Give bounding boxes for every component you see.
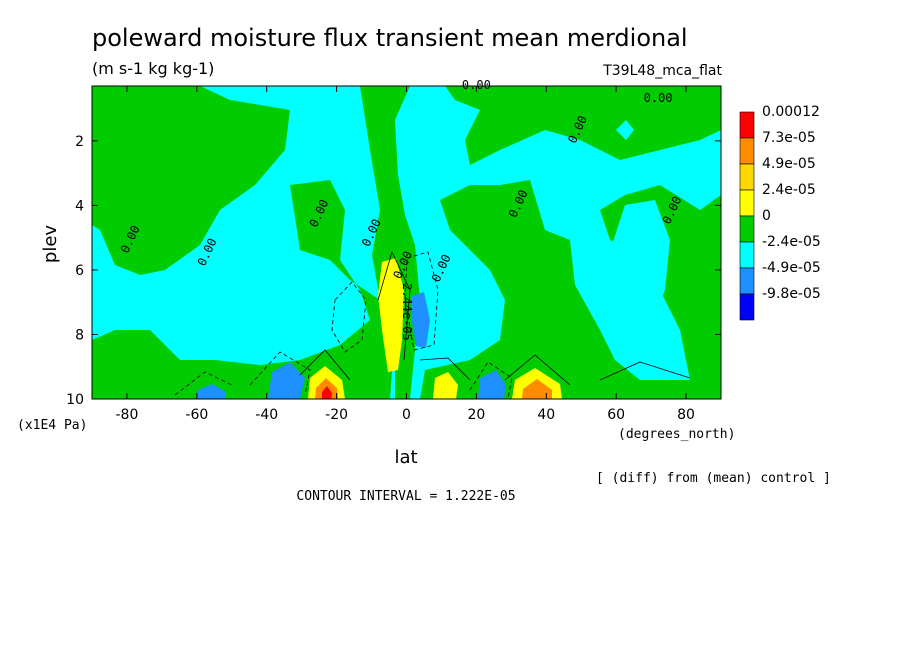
contour-label: 2.44e-05 <box>400 283 414 341</box>
x-axis-ticks: -80 -60 -40 -20 0 20 40 60 80 <box>116 86 695 423</box>
colorbar-swatch <box>739 163 755 191</box>
colorbar-swatch <box>739 215 755 243</box>
colorbar-label: 0.00012 <box>762 104 820 120</box>
colorbar-swatch <box>739 137 755 165</box>
x-tick-label: -60 <box>185 407 208 423</box>
colorbar-swatch <box>739 111 755 139</box>
orange-core-north-lower <box>522 379 552 399</box>
green-region-tropical-column <box>360 86 420 399</box>
x-tick-label: -40 <box>255 407 278 423</box>
x-tick-label: -20 <box>325 407 348 423</box>
cyan-patch-upper-right <box>616 120 634 140</box>
blue-core-near-equator <box>412 292 430 348</box>
colorbar-label: -9.8e-05 <box>762 286 821 302</box>
colorbar-label: -4.9e-05 <box>762 260 821 276</box>
x-axis-unit: (degrees_north) <box>618 427 735 442</box>
colorbar-swatch <box>739 241 755 269</box>
contour-label: 0.00 <box>644 91 673 105</box>
x-tick-label: 40 <box>537 407 555 423</box>
diff-note: [ (diff) from (mean) control ] <box>596 471 831 486</box>
colorbar-label: 4.9e-05 <box>762 156 816 172</box>
x-tick-label: 60 <box>607 407 625 423</box>
y-tick-label: 10 <box>66 392 84 408</box>
y-axis-unit: (x1E4 Pa) <box>17 418 87 433</box>
x-tick-label: -80 <box>116 407 139 423</box>
y-tick-label: 6 <box>75 263 84 279</box>
colorbar-label: 7.3e-05 <box>762 130 816 146</box>
y-tick-label: 4 <box>75 198 84 214</box>
chart-units: (m s-1 kg kg-1) <box>92 59 214 78</box>
x-tick-label: 20 <box>467 407 485 423</box>
colorbar-swatch <box>739 267 755 295</box>
yellow-core-equatorial <box>378 258 404 372</box>
colorbar-swatch <box>739 293 755 321</box>
blue-core-south-lower <box>268 362 305 399</box>
green-region-northern-edge <box>675 225 721 399</box>
cyan-patch-far-right <box>704 140 718 156</box>
colorbar-label: -2.4e-05 <box>762 234 821 250</box>
contour-interval: CONTOUR INTERVAL = 1.222E-05 <box>296 489 515 504</box>
yellow-core-near-equator-north <box>433 372 458 399</box>
y-tick-label: 8 <box>75 327 84 343</box>
chart-title: poleward moisture flux transient mean me… <box>92 24 688 52</box>
colorbar-label: 0 <box>762 208 771 224</box>
run-label: T39L48_mca_flat <box>602 63 722 79</box>
y-axis-ticks: 2 4 6 8 10 <box>66 134 721 408</box>
cyan-pocket-subtropic <box>430 250 470 355</box>
green-region-south-mid <box>92 180 395 399</box>
green-region-south-polar <box>92 86 290 275</box>
solid-contours <box>299 250 691 386</box>
colorbar-swatch <box>739 189 755 217</box>
x-tick-label: 0 <box>402 407 411 423</box>
dashed-contours <box>174 251 513 399</box>
colorbar: 0.00012 7.3e-05 4.9e-05 2.4e-05 0 -2.4e-05 -4.… <box>739 104 821 321</box>
contour-label: 0.00 <box>462 78 491 92</box>
blue-core-south-far <box>196 384 226 399</box>
green-region-north-upper <box>445 86 721 165</box>
x-axis-label: lat <box>394 447 417 468</box>
red-core-south-lower <box>322 386 332 399</box>
blue-core-north-lower <box>478 370 506 399</box>
cyan-pocket-north <box>610 200 670 330</box>
plot-area: 0.000.000.000.00 0.000.000.000.00 0.000.00… <box>91 78 722 400</box>
colorbar-label: 2.4e-05 <box>762 182 816 198</box>
y-axis-label: plev <box>40 225 61 264</box>
y-tick-label: 2 <box>75 134 84 150</box>
x-tick-label: 80 <box>677 407 695 423</box>
